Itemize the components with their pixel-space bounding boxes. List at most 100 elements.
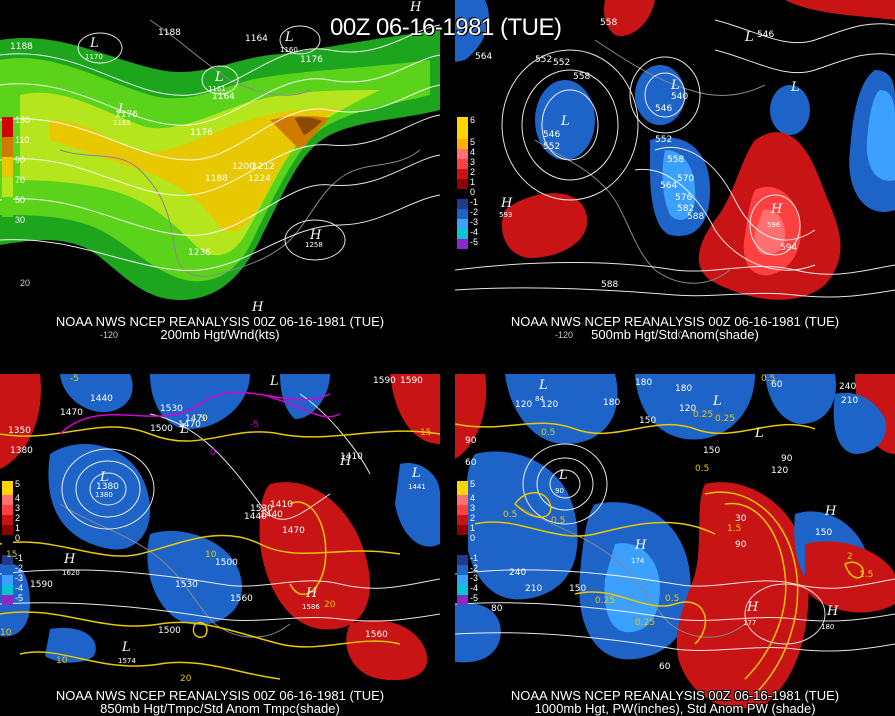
legend-swatch: 2 xyxy=(457,513,475,525)
legend-swatch: 110 xyxy=(2,135,29,147)
contour-label: 1560 xyxy=(365,630,388,640)
legend-label: 1 xyxy=(470,523,476,533)
contour-label: 1164 xyxy=(245,34,268,44)
high-marker: H xyxy=(825,504,837,519)
legend-swatch: 3 xyxy=(2,503,20,515)
center-value: 177 xyxy=(743,619,757,627)
contour-label: 546 xyxy=(655,104,673,114)
contour-label: 564 xyxy=(660,181,678,191)
legend-label: 0 xyxy=(15,533,21,543)
contour-label: 90 xyxy=(465,436,477,446)
map-200mb xyxy=(0,0,440,342)
legend-swatch xyxy=(2,167,13,177)
center-value: 1620 xyxy=(62,569,80,577)
legend-label: -3 xyxy=(470,573,479,583)
pw-label: 2 xyxy=(847,552,853,562)
contour-label: 1224 xyxy=(248,174,271,184)
temperature-label: 5 xyxy=(200,414,206,424)
panel-850mb: 5 4 3 2 1 0 -1 -2 -3 -4 -5 1440 1530 147… xyxy=(0,374,440,716)
legend-label: -1 xyxy=(470,197,479,207)
center-value: 90 xyxy=(555,487,564,495)
contour-label: 546 xyxy=(543,130,561,140)
legend-swatch: -3 xyxy=(2,573,23,585)
legend-swatch: 4 xyxy=(2,493,20,505)
temperature-label: 10 xyxy=(56,656,68,666)
contour-label: 1212 xyxy=(252,162,275,172)
longitude-label: -90 xyxy=(670,330,684,340)
legend-swatch: 3 xyxy=(457,503,475,515)
high-marker: H xyxy=(340,454,352,469)
legend-label: 2 xyxy=(15,513,21,523)
legend-swatch xyxy=(2,127,13,137)
pw-label: 0.5 xyxy=(665,594,680,604)
contour-label: 552 xyxy=(535,55,553,65)
contour-label: 90 xyxy=(781,454,793,464)
legend-label: -2 xyxy=(470,207,479,217)
legend-label: 2 xyxy=(470,513,476,523)
temperature-label: 20 xyxy=(180,674,192,684)
contour-label: 546 xyxy=(757,30,775,40)
contour-label: 1500 xyxy=(158,626,181,636)
legend-swatch: 0 xyxy=(2,533,20,555)
center-value: 174 xyxy=(631,557,645,565)
center-value: 1574 xyxy=(118,657,136,665)
contour-label: 240 xyxy=(509,568,527,578)
legend-swatch: 0 xyxy=(457,533,475,555)
legend-1000mb: 5 4 3 2 1 0 -1 -2 -3 -4 -5 xyxy=(457,479,478,605)
contour-label: 1440 xyxy=(244,512,267,522)
legend-label: 4 xyxy=(470,493,476,503)
contour-label: 180 xyxy=(603,398,621,408)
contour-label: 1590 xyxy=(373,376,396,386)
pw-label: 0.5 xyxy=(551,516,566,526)
legend-swatch: 6 xyxy=(457,115,475,139)
contour-label: 558 xyxy=(573,72,591,82)
legend-swatch: 5 xyxy=(2,479,20,495)
contour-label: 594 xyxy=(780,243,798,253)
panel-caption-line1: NOAA NWS NCEP REANALYSIS 00Z 06-16-1981 … xyxy=(55,688,385,703)
map-850mb xyxy=(0,374,440,716)
center-value: 1165 xyxy=(113,119,131,127)
panel-caption-line1: NOAA NWS NCEP REANALYSIS 00Z 06-16-1981 … xyxy=(55,314,385,329)
pw-label: 0.5 xyxy=(695,464,710,474)
high-marker: H xyxy=(747,600,759,615)
anomaly-label: 0 xyxy=(210,448,216,458)
legend-swatch: 30 xyxy=(2,215,25,227)
legend-swatch: -2 xyxy=(457,563,478,575)
legend-swatch: -3 xyxy=(457,217,478,229)
contour-label: 564 xyxy=(475,52,493,62)
center-value: 1170 xyxy=(85,53,103,61)
contour-label: 1470 xyxy=(178,420,201,430)
legend-label: 2 xyxy=(470,167,476,177)
legend-label: -4 xyxy=(470,227,479,237)
low-marker: L xyxy=(713,394,722,409)
contour-label: 1188 xyxy=(205,174,228,184)
contour-label: 1440 xyxy=(260,510,283,520)
pw-label: 0.5 xyxy=(761,374,776,384)
legend-swatch xyxy=(2,227,13,237)
legend-label: -2 xyxy=(15,563,24,573)
legend-swatch: 130 xyxy=(2,115,30,127)
legend-swatch: 1 xyxy=(457,523,475,535)
legend-swatch: -5 xyxy=(457,593,478,605)
contour-label: 1440 xyxy=(90,394,113,404)
center-value: 1258 xyxy=(305,241,323,249)
high-marker: H xyxy=(310,228,322,243)
legend-label: 1 xyxy=(470,177,476,187)
pw-label: 0.25 xyxy=(595,596,616,606)
low-marker: L xyxy=(180,422,189,437)
low-marker: L xyxy=(559,468,568,483)
high-marker: H xyxy=(410,0,422,15)
contour-label: 1200 xyxy=(232,162,255,172)
contour-label: 570 xyxy=(677,174,695,184)
low-marker: L xyxy=(412,466,421,481)
contour-label: 1350 xyxy=(8,426,31,436)
contour-label: 210 xyxy=(841,396,859,406)
temperature-label: 20 xyxy=(324,600,336,610)
legend-label: 3 xyxy=(15,503,21,513)
contour-label: 1530 xyxy=(175,580,198,590)
legend-swatch: -1 xyxy=(2,553,23,565)
legend-swatch: -5 xyxy=(2,593,23,605)
legend-swatch: -3 xyxy=(457,573,478,585)
contour-label: 1560 xyxy=(230,594,253,604)
contour-label: 1176 xyxy=(300,55,323,65)
